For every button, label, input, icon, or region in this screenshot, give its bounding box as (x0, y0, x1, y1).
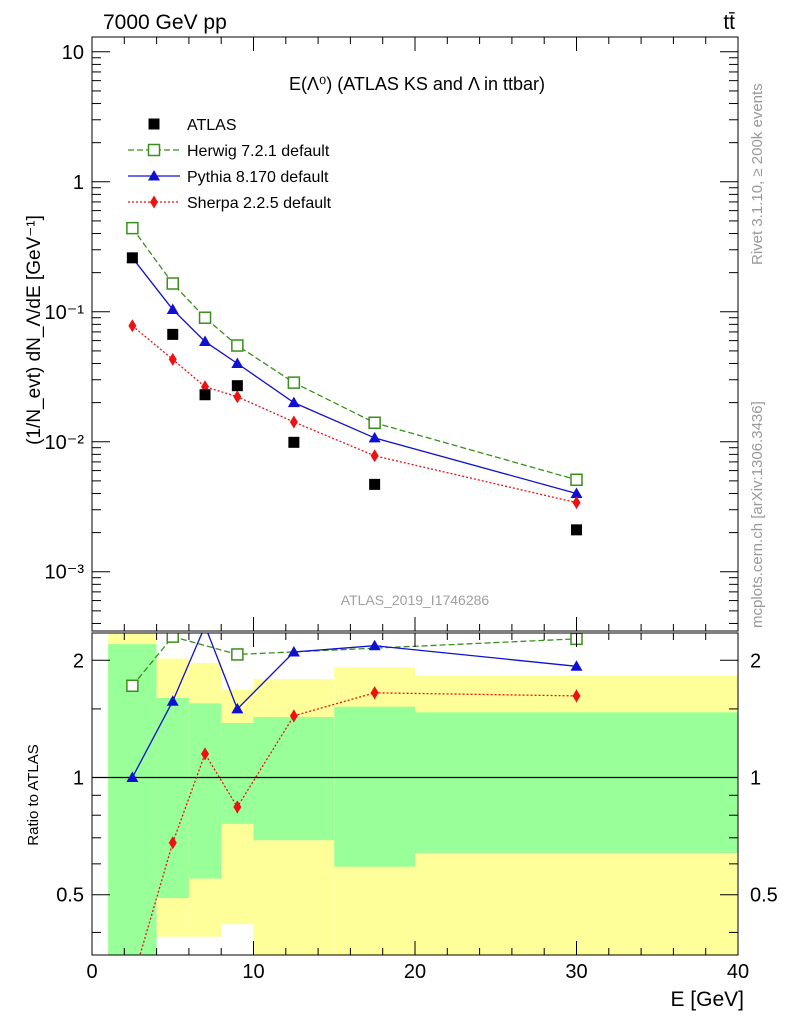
ratio-series-herwig-line (131, 635, 577, 687)
main-y-tick-label: 1 (73, 172, 84, 194)
main-series-sherpa-point (370, 449, 379, 463)
main-series-herwig-point (198, 311, 212, 324)
main-series-pythia-point (570, 487, 583, 498)
green-band (156, 698, 189, 899)
main-series-sherpa-point (128, 319, 137, 333)
ratio-y-tick-label: 2 (73, 650, 84, 672)
ratio-y-axis-label: Ratio to ATLAS (25, 744, 42, 845)
ratio-series-sherpa-point (201, 747, 210, 761)
ratio-series-pythia-point (570, 660, 583, 671)
rivet-version-label: Rivet 3.1.10, ≥ 200k events (749, 83, 766, 265)
legend-label: Herwig 7.2.1 default (187, 143, 330, 160)
ratio-y-tick-label-right: 2 (750, 650, 761, 672)
ratio-series-sherpa-point (128, 975, 136, 988)
header-right: tt̄ (723, 11, 735, 34)
ratio-series-pythia-point (126, 771, 139, 782)
legend-marker (148, 170, 160, 181)
main-y-tick-label: 10⁻³ (45, 562, 85, 584)
ratio-series-sherpa-point (168, 836, 177, 850)
x-tick-label: 20 (404, 961, 426, 983)
x-tick-label: 30 (565, 961, 587, 983)
ratio-series-pythia-point (166, 695, 179, 706)
main-series-herwig-point (570, 473, 583, 487)
main-series-herwig-line (131, 227, 577, 481)
main-series-sherpa-point (289, 415, 298, 429)
main-series-atlas-point (167, 328, 179, 340)
main-y-tick-label: 10 (62, 42, 84, 64)
main-series-herwig-point (368, 416, 381, 430)
ratio-series-sherpa-point (289, 709, 298, 723)
x-axis-label: E [GeV] (670, 988, 744, 1011)
main-series-sherpa-line (131, 325, 577, 504)
ratio-y-tick-label-right: 1 (750, 767, 761, 789)
main-series-pythia-point (166, 303, 179, 315)
legend-marker (147, 143, 161, 157)
main-series-pythia-point (199, 335, 212, 347)
green-band (253, 716, 335, 841)
main-series-herwig-point (126, 221, 139, 235)
ratio-uncertainty-bands (108, 633, 738, 955)
ratio-series-sherpa-point (370, 686, 379, 700)
main-series-pythia-line (131, 257, 577, 495)
main-series-herwig-point (166, 277, 179, 290)
ratio-y-tick-label: 1 (73, 767, 84, 789)
main-series-atlas-point (126, 252, 138, 264)
main-series-pythia-point (368, 431, 381, 443)
ratio-y-tick-label: 0.5 (56, 885, 84, 907)
main-series-atlas-point (231, 380, 243, 392)
ratio-series-sherpa-point (572, 689, 581, 703)
legend: ATLAS Herwig 7.2.1 default Pythia 8.170 de… (128, 117, 332, 212)
legend-marker (148, 118, 160, 130)
ratio-panel-axes: 0.5 0.51 12 20 10 20 30 40 (56, 633, 778, 983)
main-panel-axes: 10⁻³ 10⁻² 10⁻¹ 1 10 (45, 37, 739, 631)
green-band (334, 706, 415, 867)
main-series-pythia-point (231, 357, 244, 368)
main-series-sherpa-point (572, 496, 581, 510)
x-tick-label: 10 (242, 961, 264, 983)
ratio-y-tick-label-right: 0.5 (750, 885, 778, 907)
green-band (415, 712, 738, 853)
main-series-atlas-point (571, 524, 582, 536)
mcplots-label: mcplots.cern.ch [arXiv:1306.3436] (749, 401, 766, 628)
x-tick-label: 40 (727, 961, 749, 983)
plot-title: E(Λ⁰) (ATLAS KS and Λ in ttbar) (289, 74, 545, 94)
main-series-atlas-point (369, 478, 381, 490)
x-tick-label: 0 (86, 961, 97, 983)
legend-label: Pythia 8.170 default (187, 169, 329, 186)
ratio-series-herwig-point (126, 679, 139, 693)
main-series-atlas-point (288, 436, 300, 448)
analysis-watermark: ATLAS_2019_I1746286 (341, 592, 490, 608)
ratio-series-pythia-point (368, 639, 381, 651)
main-series-sherpa-point (168, 352, 177, 366)
ratio-series-pythia-point (231, 702, 244, 714)
main-panel-series (126, 221, 583, 536)
main-series-herwig-point (231, 339, 244, 352)
ratio-series-herwig-point (166, 633, 179, 643)
ratio-series-pythia-point (199, 620, 211, 631)
legend-marker (150, 195, 158, 209)
ratio-series-pythia-point (287, 646, 300, 657)
main-series-herwig-point (287, 376, 301, 389)
main-y-tick-label: 10⁻¹ (45, 302, 85, 324)
green-band (108, 644, 157, 955)
green-band (188, 703, 222, 879)
ratio-series-sherpa-point (233, 800, 242, 814)
legend-label: ATLAS (187, 117, 237, 134)
main-series-sherpa-point (233, 390, 242, 404)
header-left: 7000 GeV pp (103, 11, 227, 34)
main-series-pythia-point (287, 396, 300, 408)
main-y-tick-label: 10⁻² (45, 432, 85, 454)
ratio-series-herwig-point (231, 648, 244, 661)
main-y-axis-label: (1/N_evt) dN_Λ/dE [GeV⁻¹] (24, 215, 45, 445)
legend-label: Sherpa 2.2.5 default (187, 195, 332, 212)
main-series-atlas-point (199, 389, 211, 401)
